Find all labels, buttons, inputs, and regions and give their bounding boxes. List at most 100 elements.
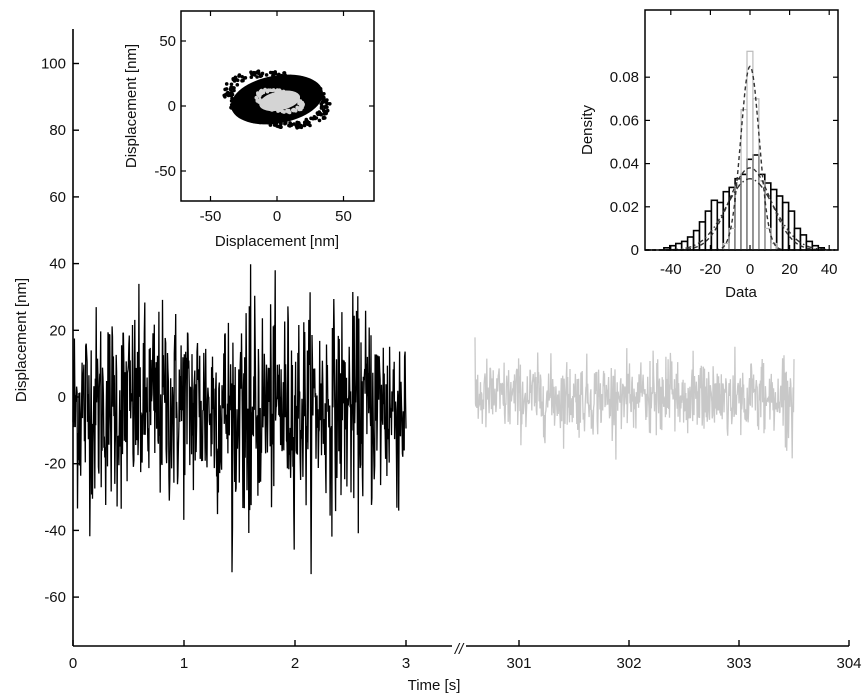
scatter-point — [270, 70, 275, 75]
main-y-tick-label: -60 — [44, 589, 66, 606]
scatter-point — [243, 113, 247, 118]
scatter-point — [295, 97, 300, 101]
hist-bar-wide — [698, 221, 707, 251]
scatter-point — [223, 93, 227, 98]
scatter-point — [300, 103, 305, 108]
scatter-point — [276, 124, 281, 129]
scatter-point — [295, 126, 299, 130]
scatter-point — [264, 120, 268, 124]
hist-x-axis-label: Data — [725, 284, 757, 301]
main-y-tick-label: -40 — [44, 522, 66, 539]
hist-bar-wide — [716, 201, 724, 251]
main-y-tick-label: 100 — [41, 56, 66, 73]
main-y-tick-label: 20 — [49, 322, 66, 339]
main-plot: // -60 -40 -20 0 20 40 60 80 100 0 1 2 3 301 302 303 30… — [13, 29, 862, 694]
scatter-point — [232, 101, 237, 106]
scatter-point — [292, 122, 296, 126]
main-y-ticks: -60 -40 -20 0 20 40 60 80 100 — [41, 56, 79, 606]
scatter-point — [308, 123, 312, 128]
scatter-point — [259, 88, 264, 93]
hist-y-tick-label: 0.02 — [610, 199, 639, 216]
hist-bar-wide — [740, 173, 748, 251]
hist-x-tick-label: 20 — [781, 261, 798, 278]
scatter-point — [255, 70, 259, 74]
hist-bar-wide — [680, 240, 689, 251]
hist-x-tick-label: -40 — [660, 261, 682, 278]
scatter-point — [288, 121, 292, 125]
scatter-point — [279, 122, 283, 126]
scatter-point — [276, 74, 281, 78]
scatter-point — [268, 123, 273, 127]
hist-y-axis-label: Density — [579, 104, 596, 155]
scatter-point — [282, 71, 286, 75]
hist-x-ticks: -40 -20 0 20 40 — [660, 10, 838, 278]
scatter-point — [230, 86, 234, 91]
axis-break-label: // — [454, 641, 465, 658]
scatter-point — [312, 90, 317, 95]
hist-bar-wide — [775, 195, 784, 251]
scatter-y-tick-label: -50 — [154, 163, 176, 180]
inset-scatter-plot: -50 0 50 -50 0 50 Displacement [nm] Displace… — [123, 10, 375, 250]
scatter-y-axis-label: Displacement [nm] — [123, 44, 140, 168]
hist-y-tick-label: 0.06 — [610, 112, 639, 129]
scatter-point — [299, 125, 304, 130]
scatter-point — [297, 75, 301, 80]
scatter-point — [237, 103, 241, 108]
scatter-point — [281, 89, 286, 94]
hist-bar-wide — [793, 227, 802, 251]
main-x-tick-label: 303 — [726, 655, 751, 672]
scatter-y-tick-label: 0 — [168, 98, 176, 115]
scatter-point — [240, 75, 244, 79]
scatter-point — [231, 77, 235, 81]
scatter-point — [325, 105, 329, 109]
scatter-point — [302, 123, 307, 128]
scatter-point — [261, 118, 266, 122]
scatter-point — [263, 88, 267, 92]
scatter-point — [257, 100, 261, 104]
main-traces — [72, 264, 795, 575]
scatter-point — [252, 70, 256, 75]
main-x-ticks: 0 1 2 3 301 302 303 304 — [69, 640, 862, 672]
main-trace-gray — [474, 337, 795, 460]
scatter-point — [302, 79, 306, 83]
scatter-point — [270, 88, 275, 93]
scatter-point — [319, 106, 324, 110]
hist-y-tick-label: 0.08 — [610, 69, 639, 86]
scatter-point — [256, 119, 261, 123]
scatter-point — [315, 111, 320, 115]
scatter-point — [303, 120, 308, 125]
scatter-point — [251, 114, 256, 118]
scatter-point — [233, 99, 237, 103]
scatter-point — [226, 93, 231, 98]
scatter-point — [237, 73, 242, 77]
scatter-x-axis-label: Displacement [nm] — [215, 233, 339, 250]
scatter-point — [258, 74, 263, 79]
scatter-point — [300, 100, 305, 105]
scatter-point — [321, 115, 326, 120]
scatter-point — [234, 105, 238, 110]
scatter-point — [276, 109, 280, 113]
scatter-point — [317, 118, 322, 123]
hist-bar-wide — [734, 177, 742, 251]
axis-break-marker: // — [454, 641, 465, 658]
scatter-point — [312, 84, 316, 88]
hist-bar-wide — [787, 210, 796, 251]
scatter-point — [275, 88, 280, 93]
main-y-tick-label: 40 — [49, 256, 66, 273]
scatter-point — [235, 83, 240, 87]
main-y-tick-label: -20 — [44, 456, 66, 473]
scatter-point — [269, 105, 273, 110]
main-trace-black — [72, 264, 407, 575]
main-y-tick-label: 0 — [58, 389, 66, 406]
scatter-point — [288, 124, 292, 128]
scatter-point — [271, 119, 275, 124]
hist-bar-wide — [758, 173, 766, 251]
main-x-tick-label: 2 — [291, 655, 299, 672]
hist-x-tick-label: -20 — [700, 261, 722, 278]
scatter-x-ticks: -50 0 50 — [200, 11, 352, 225]
scatter-point — [243, 76, 248, 80]
scatter-point — [287, 110, 292, 115]
scatter-point — [324, 111, 329, 116]
inset-histogram-plot: -40 -20 0 20 40 0 0.02 0.04 0.06 0.08 Data Densi… — [579, 9, 839, 301]
